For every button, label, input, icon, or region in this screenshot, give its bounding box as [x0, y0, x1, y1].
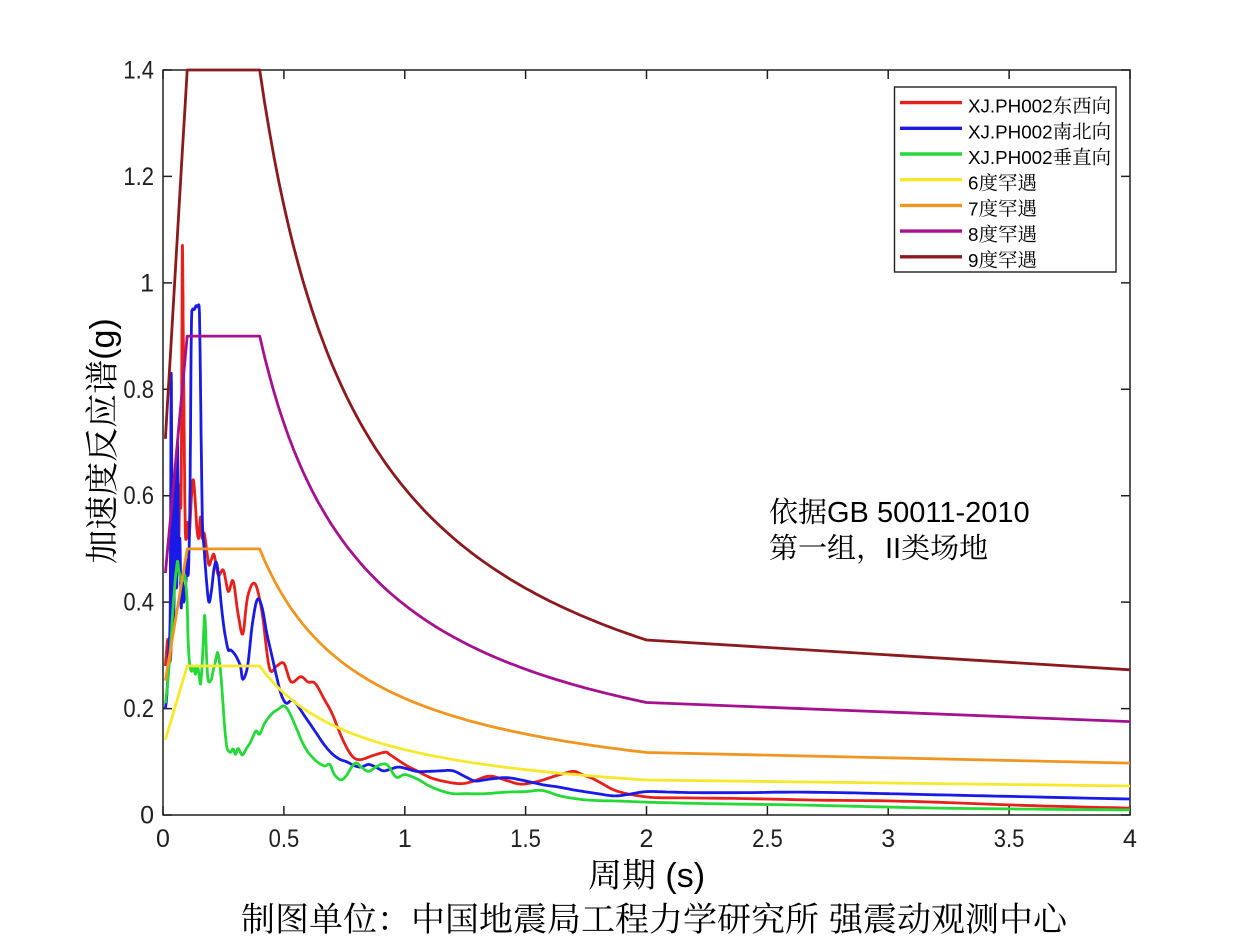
svg-text:(g): (g) [84, 318, 122, 360]
svg-text:0: 0 [140, 802, 154, 830]
svg-text:9: 9 [968, 250, 978, 271]
svg-text:1.2: 1.2 [123, 163, 154, 191]
svg-text:XJ.PH002: XJ.PH002 [968, 121, 1053, 142]
svg-text:0.6: 0.6 [123, 482, 154, 510]
svg-text:3.5: 3.5 [994, 825, 1025, 853]
svg-text:GB 50011-2010: GB 50011-2010 [827, 497, 1030, 529]
svg-text:XJ.PH002: XJ.PH002 [968, 96, 1053, 117]
svg-text:II: II [885, 533, 901, 565]
svg-text:6: 6 [968, 173, 978, 194]
svg-text:7: 7 [968, 198, 978, 219]
svg-text:0.2: 0.2 [123, 695, 154, 723]
svg-text:1.4: 1.4 [123, 57, 154, 85]
svg-text:1: 1 [140, 269, 154, 297]
svg-text:XJ.PH002: XJ.PH002 [968, 147, 1053, 168]
svg-text:0.4: 0.4 [123, 589, 154, 617]
svg-text:2.5: 2.5 [752, 825, 783, 853]
svg-text:0.5: 0.5 [269, 825, 300, 853]
svg-text:1: 1 [398, 825, 412, 853]
svg-text:4: 4 [1123, 825, 1137, 853]
svg-text:3: 3 [881, 825, 895, 853]
svg-text:1.5: 1.5 [510, 825, 541, 853]
svg-text:0: 0 [156, 825, 170, 853]
svg-text:0.8: 0.8 [123, 376, 154, 404]
svg-text:2: 2 [640, 825, 654, 853]
svg-text:8: 8 [968, 224, 978, 245]
svg-text:(s): (s) [665, 857, 705, 895]
